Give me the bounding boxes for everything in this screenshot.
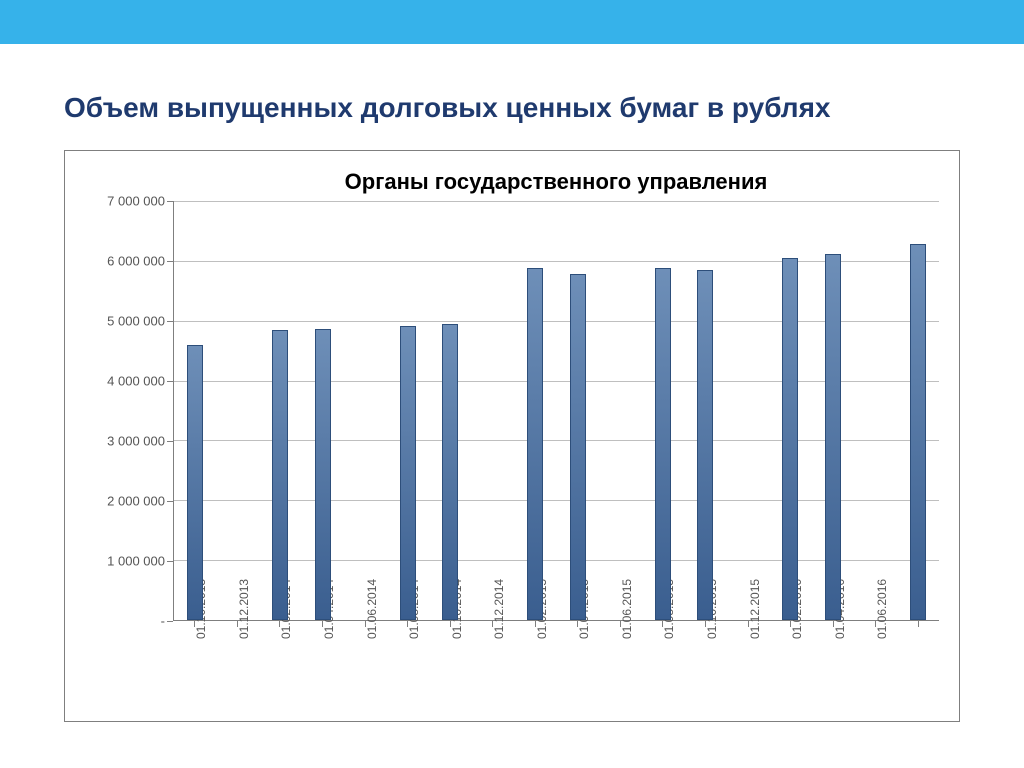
- bar-slot: [387, 201, 430, 620]
- bar: [655, 268, 671, 620]
- bar-slot: [727, 201, 770, 620]
- bar: [527, 268, 543, 620]
- bar: [442, 324, 458, 620]
- bar-slot: [174, 201, 217, 620]
- y-tick-label: 1 000 000: [107, 554, 165, 569]
- bar-slot: [854, 201, 897, 620]
- bar-slot: [769, 201, 812, 620]
- bar-slot: [302, 201, 345, 620]
- bar: [782, 258, 798, 620]
- y-tick-label: 7 000 000: [107, 194, 165, 209]
- bar: [825, 254, 841, 620]
- y-axis: -1 000 0002 000 0003 000 0004 000 0005 0…: [85, 201, 173, 621]
- bar-slot: [344, 201, 387, 620]
- bar-slot: [259, 201, 302, 620]
- header-bar: [0, 0, 1024, 44]
- y-tick-label: 4 000 000: [107, 374, 165, 389]
- bar: [315, 329, 331, 621]
- bar-slot: [642, 201, 685, 620]
- y-tick-label: 2 000 000: [107, 494, 165, 509]
- chart-container: Органы государственного управления -1 00…: [64, 150, 960, 722]
- plot-row: -1 000 0002 000 0003 000 0004 000 0005 0…: [85, 201, 939, 621]
- bar-slot: [472, 201, 515, 620]
- bar-slot: [897, 201, 940, 620]
- bar-slot: [684, 201, 727, 620]
- bars-layer: [174, 201, 939, 620]
- bar: [697, 270, 713, 620]
- bar: [272, 330, 288, 620]
- y-tick-label: 5 000 000: [107, 314, 165, 329]
- bar-slot: [812, 201, 855, 620]
- page-title: Объем выпущенных долговых ценных бумаг в…: [64, 92, 1024, 124]
- bar-slot: [557, 201, 600, 620]
- y-tick-label: 3 000 000: [107, 434, 165, 449]
- bar: [910, 244, 926, 620]
- bar-slot: [217, 201, 260, 620]
- x-axis-wrap: 01.10.201301.12.201301.02.201401.04.2014…: [85, 621, 939, 707]
- x-tick-mark: [918, 621, 919, 627]
- bar-slot: [599, 201, 642, 620]
- bar-slot: [429, 201, 472, 620]
- bar: [400, 326, 416, 620]
- bar: [570, 274, 586, 620]
- chart-title: Органы государственного управления: [173, 169, 939, 195]
- y-tick-label: 6 000 000: [107, 254, 165, 269]
- bar: [187, 345, 203, 620]
- bar-slot: [514, 201, 557, 620]
- plot-area: [173, 201, 939, 621]
